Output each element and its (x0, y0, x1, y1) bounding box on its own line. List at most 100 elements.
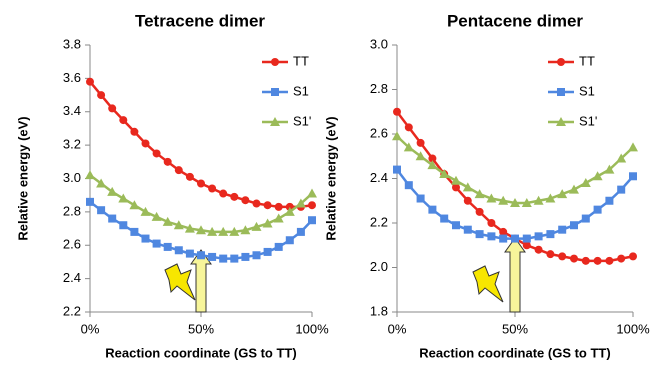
lightning-bolt (473, 266, 503, 302)
legend-label: TT (293, 53, 309, 68)
y-tick-label: 2.6 (370, 125, 388, 140)
data-point (523, 235, 531, 243)
data-point (241, 253, 249, 261)
y-tick-label: 2.2 (370, 214, 388, 229)
data-point (241, 196, 249, 204)
lightning-bolt (165, 264, 195, 300)
data-point (253, 200, 261, 208)
y-tick-label: 3.8 (63, 36, 81, 51)
data-point (119, 221, 127, 229)
data-point (297, 228, 305, 236)
data-point (153, 240, 161, 248)
data-point (452, 221, 460, 229)
data-point (594, 257, 602, 265)
data-point (451, 176, 461, 185)
data-point (86, 78, 94, 86)
data-point (118, 194, 128, 203)
data-point (208, 253, 216, 261)
data-point (417, 139, 425, 147)
legend-label: TT (579, 53, 595, 68)
data-point (275, 243, 283, 251)
data-point (594, 206, 602, 214)
data-point (405, 123, 413, 131)
data-point (511, 235, 519, 243)
data-point (97, 91, 105, 99)
data-point (405, 181, 413, 189)
data-point (487, 219, 495, 227)
y-tick-label: 2.4 (63, 270, 81, 285)
data-point (86, 198, 94, 206)
series-line (397, 136, 633, 203)
data-point (464, 197, 472, 205)
y-tick-label: 3.6 (63, 70, 81, 85)
data-point (308, 216, 316, 224)
legend-marker (271, 58, 279, 66)
data-point (197, 251, 205, 259)
data-point (129, 200, 139, 209)
y-tick-label: 2.0 (370, 259, 388, 274)
data-point (141, 207, 151, 216)
data-point (274, 214, 284, 223)
data-point (629, 172, 637, 180)
y-tick-label: 3.2 (63, 137, 81, 152)
data-point (464, 226, 472, 234)
data-point (164, 158, 172, 166)
data-point (546, 230, 554, 238)
data-point (264, 248, 272, 256)
chart-title: Tetracene dimer (135, 11, 265, 30)
excitation-arrow (505, 238, 525, 312)
data-point (308, 201, 316, 209)
x-tick-label: 100% (295, 321, 329, 336)
data-point (605, 257, 613, 265)
data-point (593, 171, 603, 180)
data-point (428, 206, 436, 214)
legend-label: S1' (579, 113, 597, 128)
data-point (499, 235, 507, 243)
data-point (605, 197, 613, 205)
y-tick-label: 1.8 (370, 303, 388, 318)
data-point (393, 166, 401, 174)
legend-marker (557, 88, 565, 96)
data-point (582, 215, 590, 223)
data-point (476, 230, 484, 238)
data-point (487, 232, 495, 240)
data-point (392, 131, 402, 140)
data-point (307, 189, 317, 198)
y-tick-label: 3.4 (63, 103, 81, 118)
data-point (219, 255, 227, 263)
y-tick-label: 2.4 (370, 170, 388, 185)
y-tick-label: 3.0 (370, 36, 388, 51)
data-point (393, 108, 401, 116)
data-point (617, 255, 625, 263)
data-point (142, 139, 150, 147)
legend-marker (557, 58, 565, 66)
x-tick-label: 100% (616, 321, 650, 336)
data-point (230, 255, 238, 263)
data-point (108, 104, 116, 112)
data-point (417, 195, 425, 203)
data-point (175, 246, 183, 254)
data-point (186, 173, 194, 181)
data-point (230, 193, 238, 201)
x-tick-label: 50% (502, 321, 528, 336)
data-point (219, 190, 227, 198)
data-point (546, 250, 554, 258)
data-point (119, 116, 127, 124)
data-point (535, 232, 543, 240)
y-axis-label: Relative energy (eV) (323, 116, 338, 240)
data-point (164, 243, 172, 251)
data-point (463, 182, 473, 191)
data-point (208, 185, 216, 193)
legend-label: S1 (579, 83, 595, 98)
data-point (130, 128, 138, 136)
data-point (558, 252, 566, 260)
data-point (476, 208, 484, 216)
data-point (570, 221, 578, 229)
data-point (440, 215, 448, 223)
series-line (90, 82, 312, 207)
data-point (253, 251, 261, 259)
y-tick-label: 2.8 (63, 203, 81, 218)
data-point (85, 170, 95, 179)
data-point (617, 186, 625, 194)
data-point (142, 235, 150, 243)
